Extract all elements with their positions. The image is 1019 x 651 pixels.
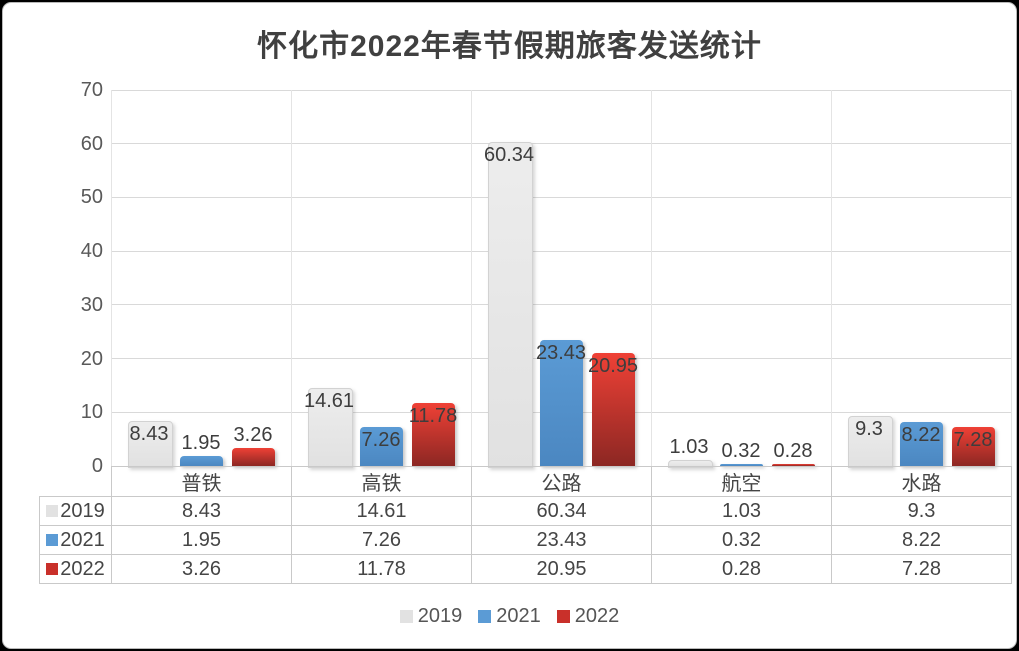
table-value-cell: 23.43 [471,525,652,555]
series-name: 2022 [60,557,105,580]
bar-label-2022-航空: 0.28 [773,440,813,463]
bar-label-2022-普铁: 3.26 [233,424,273,447]
table-series-header: 2022 [39,554,112,584]
y-axis-tick: 20 [80,347,103,370]
table-row: 2022 3.26 11.78 20.95 0.28 7.28 [39,554,1012,584]
y-axis-tick: 30 [80,293,103,316]
bar-2019-普铁 [127,420,173,468]
bar-2022-公路 [591,353,635,466]
gridline-h [111,304,1011,306]
gridline-v [650,90,652,466]
table-row: 2019 8.43 14.61 60.34 1.03 9.3 [39,496,1012,526]
table-value-cell: 1.03 [651,496,832,526]
bar-2021-普铁 [179,455,223,466]
bar-label-2021-公路: 23.43 [535,342,587,365]
bar-label-2019-普铁: 8.43 [129,422,169,445]
legend-item-2019: 2019 [399,605,463,628]
bar-label-2019-航空: 1.03 [669,436,709,459]
legend-item-2021: 2021 [478,605,541,628]
bar-label-2021-水路: 8.22 [901,423,941,446]
bar-label-2021-高铁: 7.26 [361,429,401,451]
y-axis-tick: 10 [80,401,103,424]
bar-2021-航空 [719,464,763,466]
plot-area: 0 10 20 30 40 50 60 70 8.43 1.95 3.26 14.61 7.26 11.7… [3,3,1016,648]
table-value-cell: 14.61 [291,496,472,526]
gridline-v [290,90,292,466]
legend-label: 2022 [574,605,620,627]
bar-label-2019-高铁: 14.61 [303,389,355,412]
legend-swatch-2019 [399,610,413,623]
gridline-v [470,90,472,466]
table-category-header: 公路 [471,466,652,497]
table-value-cell: 1.95 [111,525,292,555]
bar-2021-高铁 [359,427,403,466]
gridline-v [1010,90,1012,466]
gridline-h [111,89,1011,91]
table-value-cell: 7.28 [831,554,1012,584]
series-name: 2019 [60,499,105,522]
table-value-cell: 60.34 [471,496,652,526]
table-row: 2021 1.95 7.26 23.43 0.32 8.22 [39,525,1012,555]
table-value-cell: 7.26 [291,525,472,555]
chart-title: 怀化市2022年春节假期旅客发送统计 [257,30,762,63]
chart-legend: 2019 2021 2022 [3,605,1016,628]
bar-label-2022-高铁: 11.78 [408,404,458,427]
legend-label: 2021 [496,605,541,627]
y-axis-tick: 60 [80,132,103,155]
series-name: 2021 [60,528,105,551]
table-category-header: 普铁 [111,466,292,497]
table-category-header: 航空 [651,466,832,497]
bar-label-2021-航空: 0.32 [721,440,761,463]
table-series-header: 2021 [39,525,112,555]
table-value-cell: 0.28 [651,554,832,584]
table-category-header: 水路 [831,466,1012,497]
gridline-v [110,90,112,466]
bar-2022-普铁 [231,448,275,466]
gridline-h [111,250,1011,252]
bar-2019-水路 [847,416,893,468]
bar-label-2021-普铁: 1.95 [181,431,221,454]
y-axis-tick: 0 [91,455,103,477]
y-axis-tick: 70 [80,79,103,101]
table-corner-cell [40,467,112,497]
bar-2021-公路 [539,340,583,466]
legend-item-2022: 2022 [556,605,620,628]
legend-label: 2019 [417,605,463,627]
gridline-h [111,196,1011,198]
table-value-cell: 0.32 [651,525,832,555]
bar-2021-水路 [899,421,943,466]
table-value-cell: 11.78 [291,554,472,584]
table-category-header: 高铁 [291,466,472,497]
gridline-h [111,143,1011,145]
y-axis-tick: 50 [80,186,103,209]
legend-swatch-2022 [556,610,570,623]
y-axis-tick: 40 [80,240,103,263]
bar-label-2022-水路: 7.28 [953,428,993,451]
bar-2019-公路 [487,141,533,468]
legend-swatch-2021 [478,610,492,623]
table-value-cell: 20.95 [471,554,652,584]
bar-2022-航空 [771,464,815,466]
table-value-cell: 9.3 [831,496,1012,526]
table-value-cell: 3.26 [111,554,292,584]
bar-2022-水路 [951,426,995,466]
bar-label-2019-水路: 9.3 [855,418,883,441]
table-value-cell: 8.43 [111,496,292,526]
series-swatch-2021 [46,534,59,546]
bar-label-2022-公路: 20.95 [587,355,639,378]
series-swatch-2019 [46,505,59,517]
bar-2022-高铁 [411,402,455,466]
series-swatch-2022 [46,563,59,575]
bar-label-2019-公路: 60.34 [483,143,535,166]
table-series-header: 2019 [39,496,112,526]
data-table: 普铁 高铁 公路 航空 水路 2019 8.43 14.61 60.34 1.03 9.3 2021 1… [39,466,1012,584]
gridline-v [830,90,832,466]
table-value-cell: 8.22 [831,525,1012,555]
